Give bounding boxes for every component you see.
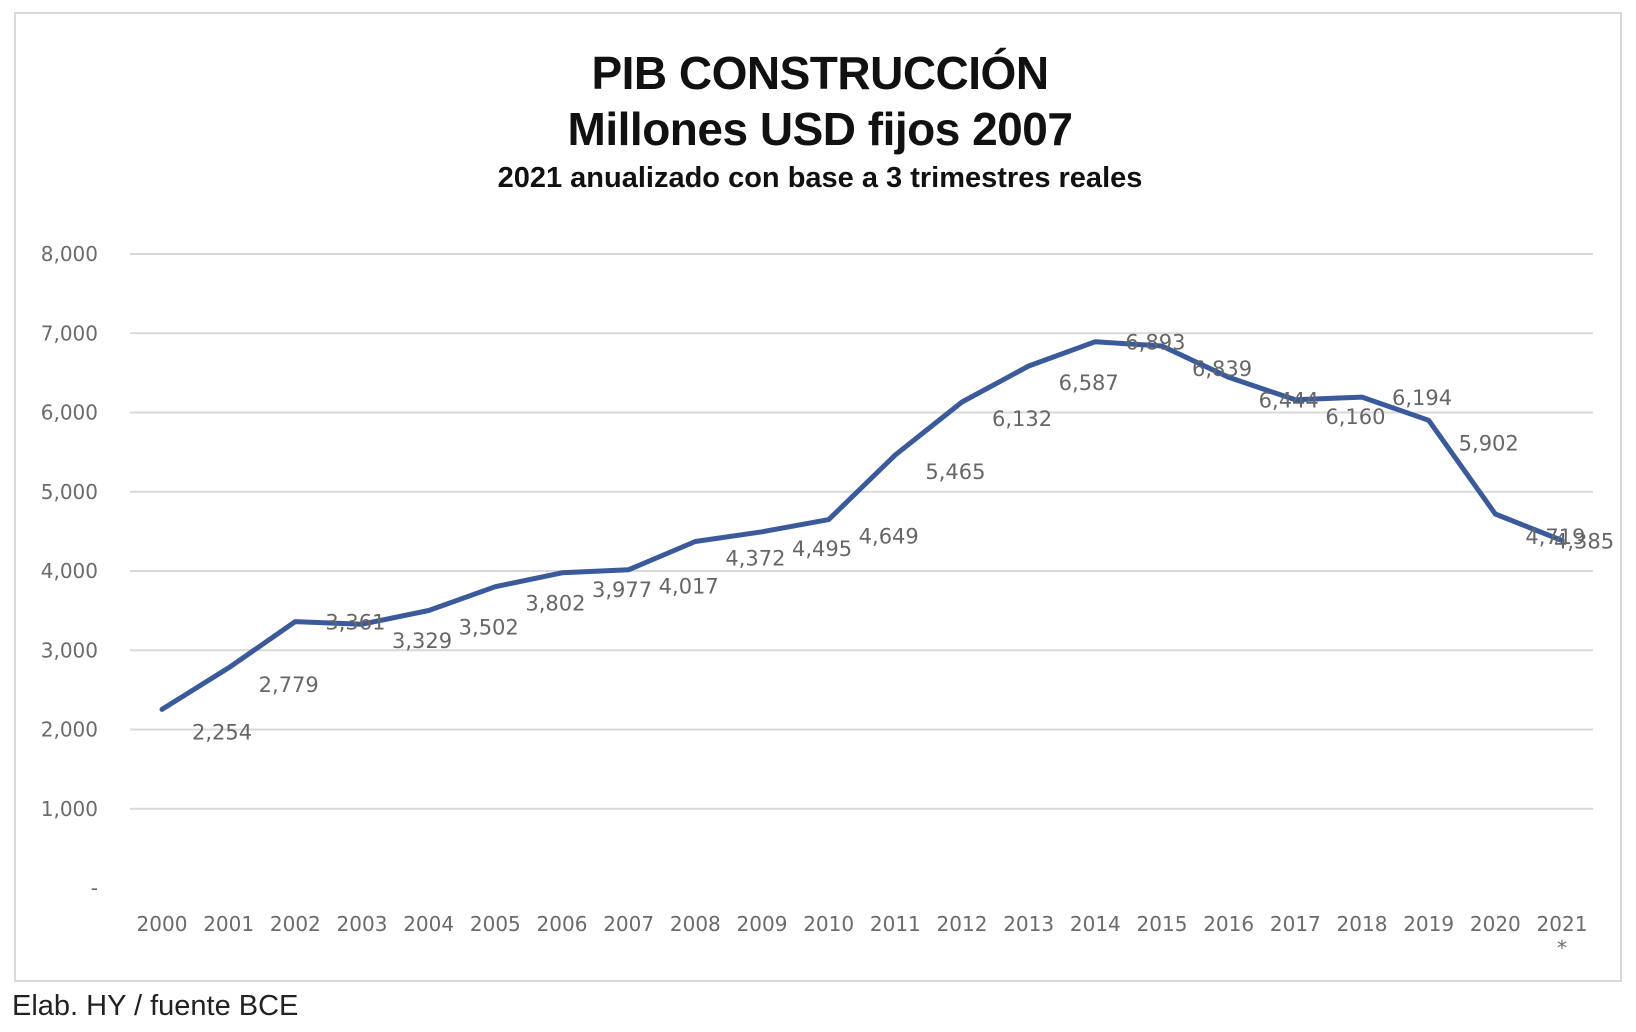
chart-title-line2: Millones USD fijos 2007 — [567, 103, 1073, 155]
data-label: 4,385 — [1554, 529, 1614, 553]
line-chart: - 1,000 2,000 3,000 4,000 5,000 6,000 7,000 8,00… — [41, 242, 1614, 960]
source-note: Elab. HY / fuente BCE — [12, 990, 299, 1022]
chart-subtitle: 2021 anualizado con base a 3 trimestres … — [497, 162, 1143, 194]
x-tick-label: 2003 — [337, 912, 388, 936]
x-tick-label: 2012 — [937, 912, 988, 936]
data-label: 5,902 — [1459, 431, 1519, 455]
x-tick-label: 2013 — [1003, 912, 1054, 936]
x-tick-label: 2002 — [270, 912, 321, 936]
data-label: 3,361 — [325, 611, 385, 635]
y-tick-label: 6,000 — [41, 401, 98, 425]
x-tick-label: 2008 — [670, 912, 721, 936]
data-label: 6,839 — [1192, 357, 1252, 381]
x-tick-label: 2009 — [737, 912, 788, 936]
data-label: 6,132 — [992, 407, 1052, 431]
data-label: 6,587 — [1059, 371, 1119, 395]
data-label: 6,444 — [1259, 388, 1319, 412]
series-line — [159, 339, 1565, 712]
y-tick-label: 5,000 — [41, 480, 98, 504]
x-tick-label: 2006 — [537, 912, 588, 936]
data-label: 5,465 — [925, 460, 985, 484]
y-tick-label: 1,000 — [41, 797, 98, 821]
x-tick-label: 2014 — [1070, 912, 1121, 936]
data-label: 3,502 — [459, 615, 519, 639]
chart-frame: PIB CONSTRUCCIÓN Millones USD fijos 2007… — [14, 12, 1622, 982]
data-label: 3,802 — [525, 592, 585, 616]
x-tick-label: 2007 — [603, 912, 654, 936]
x-tick-label: 2021 — [1537, 912, 1588, 936]
x-tick-label: 2001 — [203, 912, 254, 936]
x-tick-label: 2005 — [470, 912, 521, 936]
x-tick-label: 2000 — [137, 912, 188, 936]
data-label: 2,779 — [259, 673, 319, 697]
data-label: 3,329 — [392, 629, 452, 653]
data-label: 4,495 — [792, 537, 852, 561]
y-tick-label: 3,000 — [41, 638, 98, 662]
x-tick-label: 2020 — [1470, 912, 1521, 936]
data-label: 2,254 — [192, 720, 252, 744]
x-tick-label: 2018 — [1337, 912, 1388, 936]
x-tick-footnote: * — [1557, 936, 1567, 960]
x-tick-label: 2017 — [1270, 912, 1321, 936]
x-tick-label: 2016 — [1203, 912, 1254, 936]
data-label: 6,893 — [1125, 331, 1185, 355]
y-tick-label: 8,000 — [41, 242, 98, 266]
y-tick-label: 2,000 — [41, 718, 98, 742]
x-tick-label: 2011 — [870, 912, 921, 936]
y-tick-label: 7,000 — [41, 321, 98, 345]
x-tick-label: 2010 — [803, 912, 854, 936]
data-label: 6,194 — [1392, 386, 1452, 410]
data-label: 6,160 — [1325, 405, 1385, 429]
data-label: 4,017 — [659, 575, 719, 599]
data-label: 4,372 — [725, 547, 785, 571]
y-tick-label: 4,000 — [41, 559, 98, 583]
data-label: 3,977 — [592, 578, 652, 602]
chart-title-line1: PIB CONSTRUCCIÓN — [591, 47, 1049, 99]
x-tick-label: 2019 — [1403, 912, 1454, 936]
y-tick-label: - — [91, 876, 98, 900]
data-label: 4,719 — [1525, 525, 1585, 549]
data-label: 4,649 — [859, 525, 919, 549]
x-tick-label: 2004 — [403, 912, 454, 936]
x-tick-label: 2015 — [1137, 912, 1188, 936]
